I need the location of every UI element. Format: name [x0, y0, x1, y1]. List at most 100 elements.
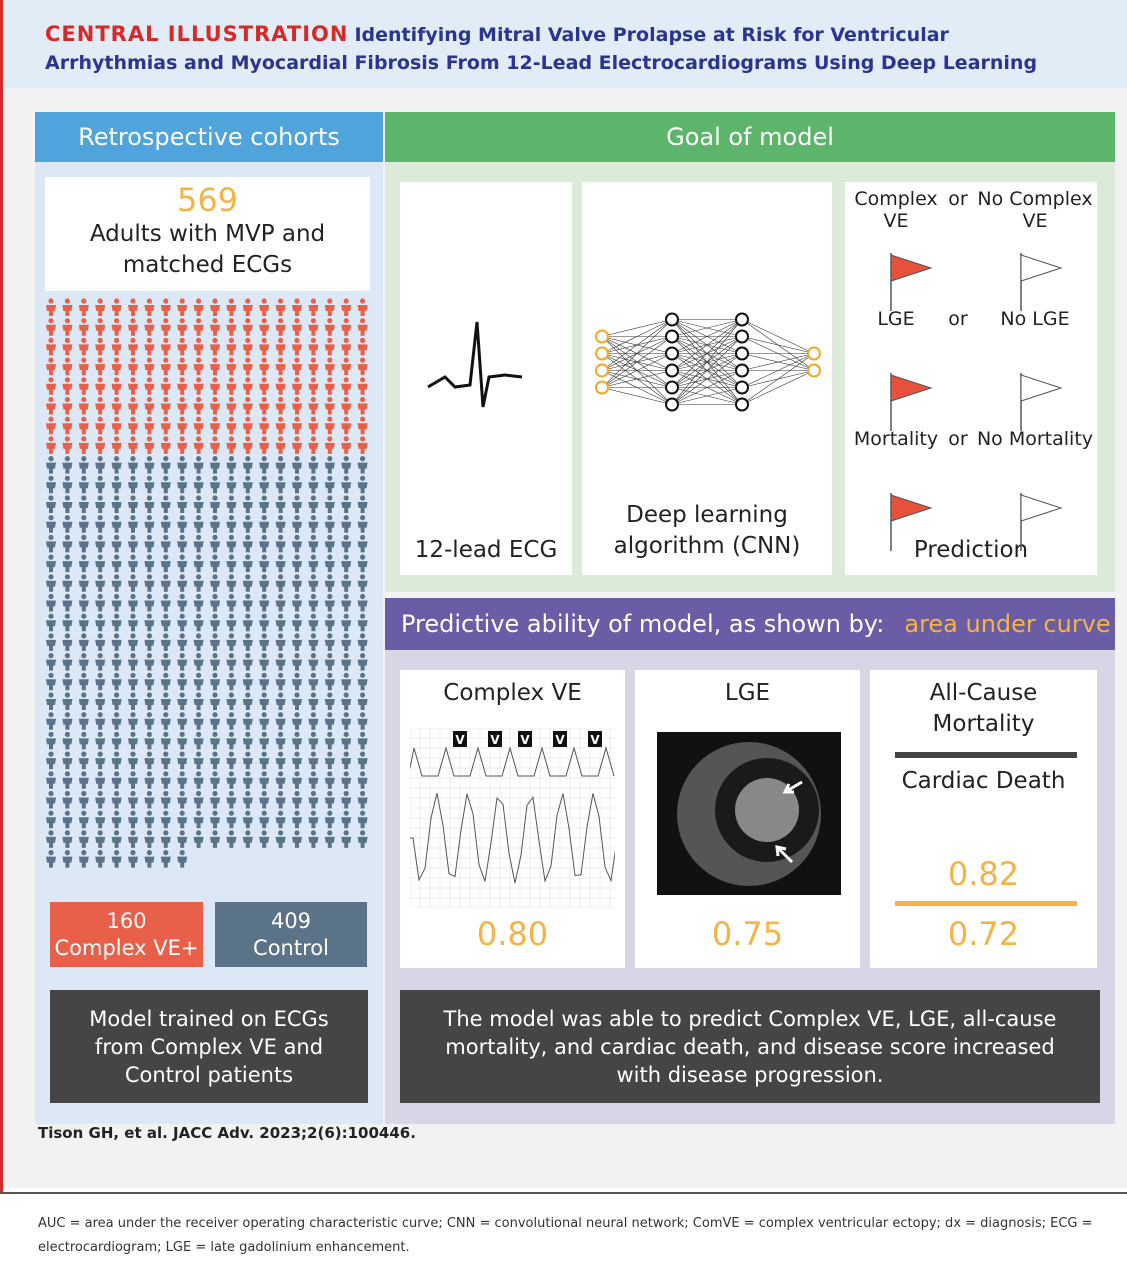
person-body	[259, 580, 270, 592]
person-head	[196, 298, 202, 304]
person-icon	[275, 790, 286, 809]
divider	[895, 752, 1077, 758]
person-body	[226, 383, 237, 395]
person-head	[81, 515, 87, 521]
person-icon	[144, 771, 155, 789]
person-body	[259, 561, 270, 573]
person-head	[310, 830, 316, 836]
person-body	[275, 777, 286, 789]
person-head	[278, 377, 284, 383]
person-body	[308, 679, 319, 691]
person-icon	[193, 712, 204, 730]
person-body	[128, 856, 138, 868]
person-body	[308, 580, 319, 592]
person-icon	[357, 574, 368, 592]
person-body	[292, 718, 302, 730]
person-body	[357, 777, 368, 789]
person-body	[275, 718, 286, 730]
person-icon	[357, 475, 368, 494]
person-body	[292, 817, 302, 829]
person-icon	[308, 357, 319, 376]
person-head	[343, 377, 349, 383]
person-icon	[357, 515, 368, 533]
person-head	[228, 337, 234, 343]
person-icon	[242, 692, 253, 710]
person-body	[292, 561, 302, 573]
person-head	[64, 653, 70, 659]
person-icon	[210, 357, 220, 376]
person-body	[242, 620, 253, 632]
person-icon	[144, 613, 155, 632]
person-body	[177, 777, 188, 789]
person-icon	[177, 653, 188, 671]
person-icon	[341, 574, 352, 592]
person-body	[226, 639, 237, 651]
person-body	[357, 561, 368, 573]
person-body	[111, 344, 122, 356]
person-icon	[144, 495, 155, 513]
person-head	[228, 613, 234, 619]
negative-label: No Complex VE	[977, 188, 1093, 232]
person-body	[95, 580, 106, 592]
strip-marker: V	[455, 733, 465, 747]
person-body	[308, 699, 319, 710]
person-head	[163, 790, 169, 797]
person-head	[81, 416, 87, 422]
person-body	[226, 541, 237, 553]
person-body	[78, 541, 89, 553]
person-body	[275, 738, 286, 750]
person-body	[259, 659, 270, 671]
person-head	[360, 377, 366, 383]
person-body	[160, 699, 171, 710]
person-body	[78, 403, 89, 415]
person-body	[111, 836, 122, 848]
person-icon	[357, 416, 368, 435]
person-body	[324, 561, 335, 573]
person-body	[210, 383, 220, 395]
person-body	[128, 836, 138, 848]
person-head	[163, 515, 169, 521]
person-head	[81, 554, 87, 560]
person-icon	[210, 712, 220, 730]
net-edge	[741, 319, 815, 354]
person-icon	[160, 298, 171, 316]
person-icon	[78, 613, 89, 632]
person-head	[343, 830, 349, 836]
auc-title: Complex VE	[443, 680, 582, 706]
person-head	[228, 298, 234, 304]
person-head	[360, 830, 366, 836]
person-icon	[160, 692, 171, 710]
person-icon	[95, 633, 106, 651]
person-body	[275, 344, 286, 356]
person-head	[294, 554, 300, 560]
person-icon	[275, 810, 286, 829]
person-head	[64, 456, 70, 462]
person-body	[324, 620, 335, 632]
person-head	[81, 456, 87, 462]
person-head	[294, 712, 300, 718]
person-head	[64, 436, 70, 442]
person-body	[308, 836, 319, 848]
person-icon	[242, 357, 253, 376]
person-body	[308, 403, 319, 415]
person-head	[196, 515, 202, 521]
net-node	[595, 329, 609, 344]
person-icon	[292, 456, 302, 474]
net-node	[735, 346, 749, 361]
person-body	[259, 758, 270, 770]
person-head	[245, 653, 251, 659]
person-icon	[193, 593, 204, 612]
person-body	[324, 679, 335, 691]
person-head	[114, 771, 120, 777]
person-head	[310, 790, 316, 797]
person-icon	[78, 672, 89, 691]
person-head	[64, 613, 70, 619]
person-icon	[62, 810, 73, 829]
person-body	[275, 403, 286, 415]
person-body	[111, 659, 122, 671]
group-label: Control	[253, 935, 329, 960]
person-icon	[210, 790, 220, 809]
person-head	[212, 633, 218, 639]
person-head	[294, 318, 300, 324]
net-node	[735, 363, 749, 378]
